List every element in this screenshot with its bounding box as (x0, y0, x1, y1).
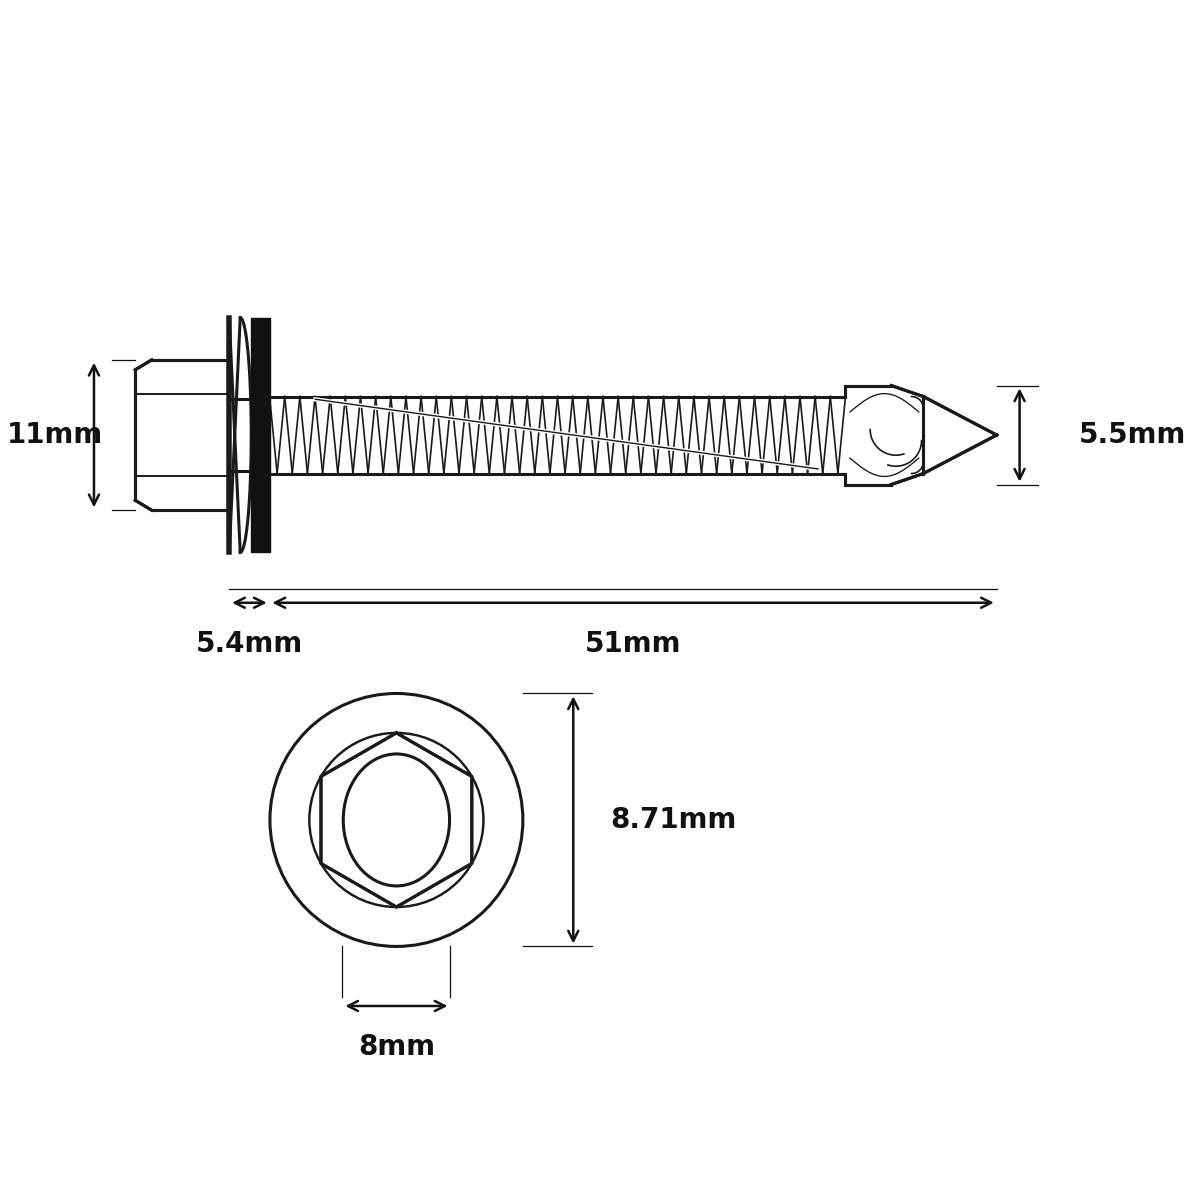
Text: 8mm: 8mm (358, 1033, 434, 1062)
Bar (270, 396, 846, 474)
Polygon shape (846, 385, 923, 485)
Text: 11mm: 11mm (6, 421, 103, 449)
Bar (251, 318, 270, 552)
Polygon shape (229, 318, 251, 552)
Text: 5.5mm: 5.5mm (1079, 421, 1187, 449)
Polygon shape (320, 733, 472, 907)
Text: 8.71mm: 8.71mm (610, 806, 737, 834)
Text: 51mm: 51mm (584, 630, 682, 659)
Text: 5.4mm: 5.4mm (196, 630, 304, 659)
Polygon shape (136, 360, 229, 510)
